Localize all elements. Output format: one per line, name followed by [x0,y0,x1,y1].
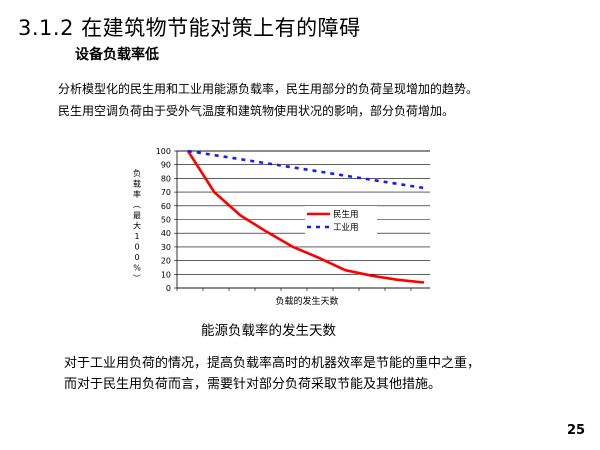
y-axis-label-char: 大 [133,221,141,231]
y-axis-label-char: 1 [134,232,139,241]
y-axis-label-char: % [133,264,141,273]
intro-line-2: 民生用空调负荷由于受外气温度和建筑物使用状况的影响，部分负荷增加。 [58,104,455,118]
series-line-industrial [187,149,425,190]
intro-line-1: 分析模型化的民生用和工业用能源负载率，民生用部分的负荷呈现增加的趋势。 [58,82,479,96]
y-tick-labels: 0 10 20 30 40 50 60 70 80 90 100 [156,147,171,293]
legend-label: 民生用 [333,209,359,220]
y-tick-label: 50 [161,216,171,225]
y-axis-label-char: 最 [133,211,141,220]
y-axis-label-char: ） [132,274,141,282]
slide-subtitle: 设备负载率低 [75,47,159,63]
y-tick-label: 60 [161,202,171,211]
y-tick-label: 90 [161,161,171,170]
legend-box [305,206,377,234]
legend-label: 工业用 [333,222,359,233]
y-axis-label-char: （ [132,201,141,209]
page-number: 25 [567,423,586,438]
slide-title: 3.1.2 在建筑物节能对策上有的障碍 [18,16,361,40]
y-axis-label-char: 0 [134,253,139,262]
y-tick-label: 30 [161,243,171,252]
load-rate-chart: 负载率（最大 1 0 0%） 0 10 20 30 40 50 60 70 80 90 100 民生用 工业… [130,140,438,315]
y-tick-label: 70 [161,188,171,197]
series-line-residential [186,150,425,284]
chart-series [186,149,425,284]
y-tick-label: 80 [161,174,171,183]
y-axis-label-char: 0 [134,243,139,252]
x-axis-label: 负载的发生天数 [275,295,338,307]
y-tick-label: 40 [161,229,171,238]
conclusion-line-1: 对于工业用负荷的情况，提高负载率高时的机器效率是节能的重中之重， [64,356,481,371]
conclusion-line-2: 而对于民生用负荷而言，需要针对部分负荷采取节能及其他措施。 [64,377,442,392]
y-axis-label-char: 率 [133,189,141,199]
y-axis-label: 负载率 （ 最大1 00%） [132,168,141,282]
y-tick-label: 0 [166,284,171,293]
chart-grid [174,150,438,291]
y-tick-label: 100 [156,147,171,156]
y-tick-label: 20 [161,257,171,266]
y-tick-label: 10 [161,270,171,279]
chart-caption: 能源负载率的发生天数 [201,323,336,339]
y-axis-label-char: 负 [133,168,141,178]
y-axis-label-char: 载 [133,179,141,189]
